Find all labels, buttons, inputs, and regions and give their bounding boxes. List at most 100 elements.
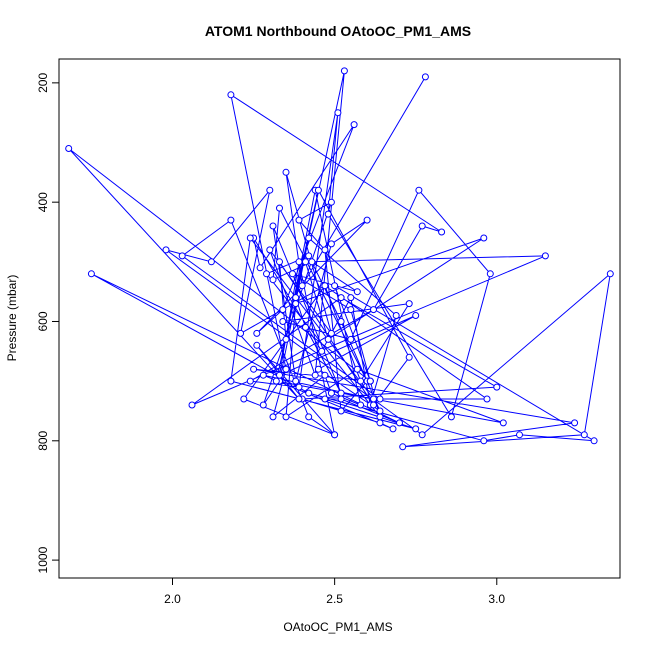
data-point [376, 413, 384, 421]
data-point [227, 91, 235, 99]
data-point [337, 318, 345, 325]
data-point [606, 270, 614, 278]
data-point [324, 335, 332, 343]
data-point [480, 234, 488, 242]
y-axis: 200 400 600 800 1000 [36, 73, 59, 573]
data-point [282, 168, 290, 176]
data-point [298, 282, 306, 290]
plot-frame [58, 58, 621, 579]
y-tick-label: 200 [36, 73, 50, 93]
data-point [256, 264, 264, 272]
data-point [266, 186, 274, 194]
data-point [178, 252, 186, 260]
data-point [376, 395, 384, 403]
data-point [305, 413, 313, 421]
data-point [347, 335, 355, 343]
y-tick-label: 1000 [36, 546, 50, 573]
data-point [370, 395, 377, 403]
data-point [308, 258, 316, 266]
data-point [305, 252, 313, 260]
data-point [237, 329, 245, 337]
data-point [389, 425, 397, 433]
data-point [305, 234, 313, 242]
data-point [282, 365, 290, 373]
data-point [269, 276, 277, 284]
data-point [376, 419, 384, 427]
data-point [405, 353, 413, 361]
data-point [396, 419, 403, 427]
data-point [353, 288, 361, 296]
data-point [331, 282, 339, 290]
data-point [590, 437, 598, 445]
data-point [282, 413, 290, 421]
data-point [295, 216, 303, 224]
data-point [347, 306, 355, 314]
data-point [327, 198, 335, 206]
data-point [279, 318, 287, 325]
data-point [516, 431, 523, 439]
data-point [318, 347, 326, 355]
data-point [353, 365, 361, 373]
data-point [279, 306, 287, 314]
data-point [276, 258, 283, 266]
data-point [269, 222, 277, 230]
data-point [302, 258, 309, 266]
chart-title: ATOM1 Northbound OAtoOC_PM1_AMS [205, 23, 471, 39]
data-point [337, 389, 345, 397]
data-point [499, 419, 507, 427]
data-point [438, 228, 446, 236]
data-point [331, 431, 339, 439]
data-point [321, 395, 329, 403]
data-point [418, 431, 426, 439]
data-point [421, 73, 429, 81]
data-point [415, 186, 423, 194]
data-point [188, 401, 196, 409]
y-tick-label: 800 [36, 430, 50, 450]
data-point [295, 383, 303, 391]
data-point [340, 67, 348, 75]
data-point [207, 258, 215, 266]
data-point [272, 377, 280, 385]
data-point [240, 395, 248, 403]
y-tick-label: 400 [36, 192, 50, 212]
data-point [263, 270, 270, 278]
data-point [311, 371, 319, 379]
data-point [412, 312, 420, 319]
data-point [324, 210, 332, 218]
data-point [447, 413, 455, 421]
data-point [276, 204, 283, 212]
data-point [162, 246, 170, 254]
data-point [399, 443, 407, 451]
data-point [292, 294, 300, 302]
data-point [580, 431, 588, 439]
data-point [321, 371, 329, 379]
data-point [571, 419, 579, 427]
data-point [493, 383, 501, 391]
data-point [321, 282, 329, 290]
data-point [480, 437, 488, 445]
data-point [246, 377, 254, 385]
x-tick-label: 3.0 [488, 592, 505, 606]
data-point [327, 389, 335, 397]
data-point [65, 145, 73, 152]
plot-area [65, 67, 614, 451]
data-point [418, 222, 426, 230]
data-point [541, 252, 549, 260]
data-point [289, 270, 296, 278]
data-point [253, 341, 261, 349]
data-point [302, 323, 309, 331]
data-point [295, 395, 303, 403]
data-point [227, 216, 235, 224]
data-point [227, 377, 235, 385]
data-point [259, 401, 267, 409]
series-line [68, 70, 612, 448]
data-point [370, 401, 377, 409]
data-point [266, 246, 274, 254]
data-point [269, 413, 277, 421]
data-point [376, 407, 384, 415]
y-tick-label: 600 [36, 311, 50, 331]
data-point [370, 306, 377, 314]
data-point [292, 300, 300, 308]
x-axis-label: OAtoOC_PM1_AMS [283, 620, 392, 634]
data-point [250, 365, 258, 373]
